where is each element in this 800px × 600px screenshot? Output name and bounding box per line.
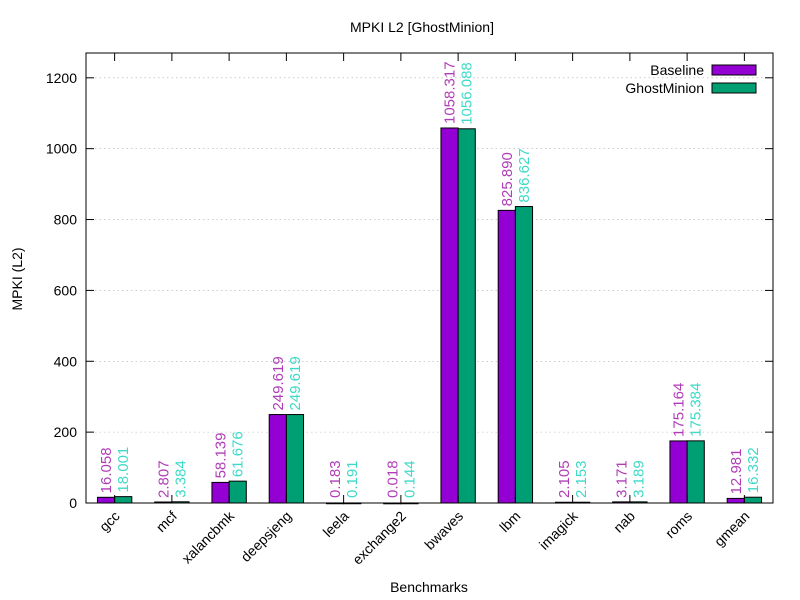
plot-frame bbox=[85, 52, 774, 504]
ghostminion-value-label: 18.001 bbox=[115, 447, 132, 493]
ghostminion-value-label: 175.384 bbox=[688, 383, 705, 437]
legend-swatch-ghostminion bbox=[711, 82, 757, 94]
baseline-value-label: 16.058 bbox=[98, 447, 115, 493]
value-labels: 16.058 18.001 2.807 3.384 58.139 61.676 249.61… bbox=[98, 61, 762, 498]
y-axis-label: MPKI (L2) bbox=[9, 247, 25, 310]
baseline-bar bbox=[268, 414, 287, 504]
baseline-bar bbox=[726, 497, 745, 504]
y-tick-label: 200 bbox=[54, 424, 78, 440]
x-tick-label: deepsjeng bbox=[237, 508, 294, 565]
y-tick-label: 600 bbox=[54, 282, 78, 298]
ghostminion-value-label: 1056.088 bbox=[459, 62, 476, 125]
baseline-value-label: 58.139 bbox=[213, 433, 230, 479]
ghostminion-value-label: 2.153 bbox=[573, 460, 590, 498]
y-tick-label: 1000 bbox=[46, 141, 77, 157]
ghostminion-bar bbox=[228, 480, 247, 504]
baseline-value-label: 175.164 bbox=[671, 383, 688, 437]
x-tick-label: xalancbmk bbox=[179, 507, 238, 566]
x-tick-label: imagick bbox=[536, 507, 582, 553]
baseline-value-label: 3.171 bbox=[613, 460, 630, 498]
baseline-value-label: 249.619 bbox=[270, 356, 287, 410]
ghostminion-bar bbox=[743, 496, 763, 504]
baseline-bar bbox=[440, 127, 459, 504]
x-tick-label: gmean bbox=[711, 508, 753, 550]
baseline-value-label: 825.890 bbox=[499, 152, 516, 206]
ghostminion-value-label: 61.676 bbox=[230, 431, 247, 477]
ghostminion-bar bbox=[457, 128, 476, 504]
baseline-bar bbox=[96, 496, 116, 504]
x-tick-label: exchange2 bbox=[349, 508, 409, 568]
legend-swatch-baseline bbox=[711, 64, 757, 76]
x-tick-label: nab bbox=[610, 508, 638, 536]
ghostminion-value-label: 836.627 bbox=[516, 148, 533, 202]
x-tick-label: mcf bbox=[153, 508, 180, 535]
legend-label-baseline: Baseline bbox=[650, 62, 704, 78]
chart-title: MPKI L2 [GhostMinion] bbox=[350, 19, 494, 35]
baseline-value-label: 2.807 bbox=[155, 460, 172, 498]
legend: Baseline GhostMinion bbox=[625, 62, 757, 96]
baseline-value-label: 2.105 bbox=[556, 460, 573, 498]
ghostminion-bar bbox=[285, 414, 305, 504]
baseline-value-label: 0.018 bbox=[384, 460, 401, 498]
legend-label-ghostminion: GhostMinion bbox=[625, 80, 704, 96]
y-tick-label: 800 bbox=[54, 212, 78, 228]
ghostminion-value-label: 249.619 bbox=[287, 356, 304, 410]
ghostminion-value-label: 16.332 bbox=[745, 447, 762, 493]
ghostminion-value-label: 0.144 bbox=[401, 460, 418, 498]
x-tick-label: lbm bbox=[496, 508, 523, 535]
baseline-bar bbox=[669, 440, 688, 504]
ghostminion-bar bbox=[114, 496, 133, 504]
baseline-value-label: 12.981 bbox=[728, 449, 745, 495]
baseline-value-label: 1058.317 bbox=[442, 61, 459, 124]
axes bbox=[85, 52, 774, 504]
baseline-bar bbox=[497, 209, 516, 504]
x-tick-label: bwaves bbox=[421, 508, 466, 553]
ghostminion-value-label: 3.384 bbox=[172, 460, 189, 498]
x-tick-label: roms bbox=[662, 508, 695, 541]
y-tick-label: 1200 bbox=[46, 70, 77, 86]
baseline-value-label: 0.183 bbox=[327, 460, 344, 498]
y-tick-label: 0 bbox=[69, 495, 77, 511]
ghostminion-bar bbox=[686, 440, 705, 504]
bars bbox=[96, 127, 763, 505]
x-tick-label: gcc bbox=[96, 508, 123, 535]
ghostminion-value-label: 0.191 bbox=[344, 460, 361, 498]
ghostminion-bar bbox=[514, 206, 534, 504]
y-tick-label: 400 bbox=[54, 353, 78, 369]
x-axis-label: Benchmarks bbox=[390, 579, 468, 595]
baseline-bar bbox=[211, 481, 230, 504]
grid-lines bbox=[86, 77, 773, 433]
x-tick-label: leela bbox=[320, 508, 352, 540]
ghostminion-value-label: 3.189 bbox=[630, 460, 647, 498]
